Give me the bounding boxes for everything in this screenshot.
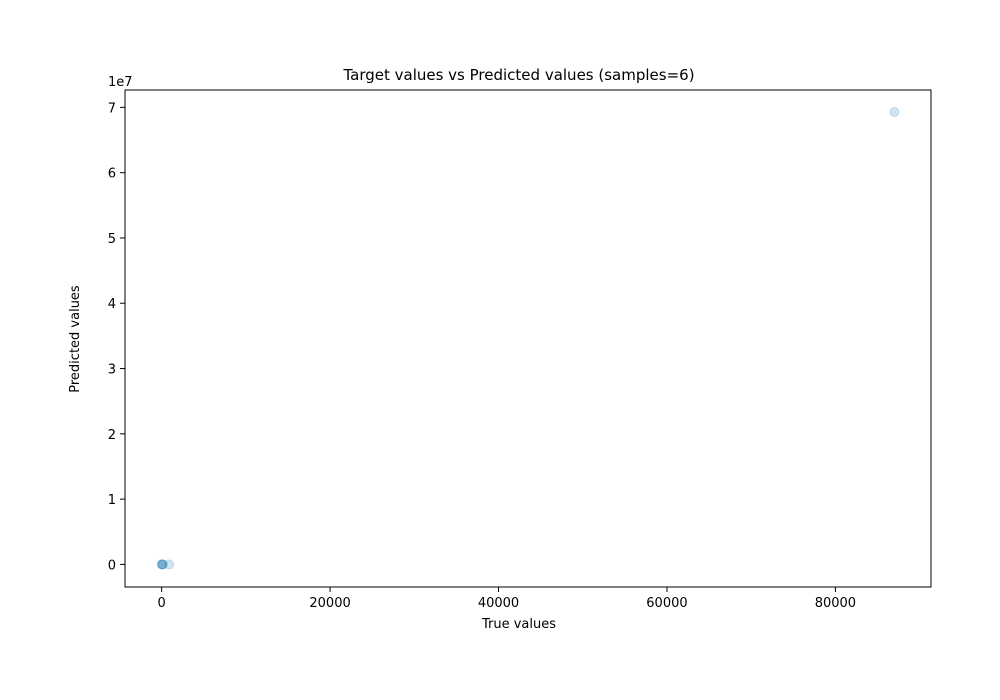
y-tick-label: 0: [108, 558, 116, 573]
x-axis-label: True values: [481, 617, 556, 632]
x-tick-label: 40000: [478, 596, 519, 611]
data-point-2: [157, 559, 168, 570]
data-points: [156, 106, 900, 570]
y-tick-label: 3: [108, 363, 116, 378]
y-tick-label: 5: [108, 232, 116, 247]
y-axis-label: Predicted values: [68, 285, 83, 393]
plot-area-frame: [124, 89, 932, 588]
chart-title: Target values vs Predicted values (sampl…: [342, 66, 694, 84]
y-tick-label: 4: [108, 297, 116, 312]
x-tick-label: 80000: [815, 596, 856, 611]
x-axis-ticks: 0 20000 40000 60000 80000: [157, 587, 856, 611]
y-tick-label: 7: [108, 101, 116, 116]
data-point-0: [156, 559, 167, 570]
x-tick-label: 60000: [646, 596, 687, 611]
y-axis-ticks: 0 1 2 3 4 5 6 7: [108, 101, 125, 573]
y-tick-label: 6: [108, 167, 116, 182]
data-point-4: [164, 559, 175, 570]
x-tick-label: 20000: [309, 596, 350, 611]
data-point-5: [889, 106, 900, 117]
x-tick-label: 0: [157, 596, 165, 611]
data-point-3: [157, 559, 168, 570]
data-point-1: [157, 559, 168, 570]
y-tick-label: 2: [108, 428, 116, 443]
y-offset-label: 1e7: [108, 75, 133, 90]
y-tick-label: 1: [108, 493, 116, 508]
